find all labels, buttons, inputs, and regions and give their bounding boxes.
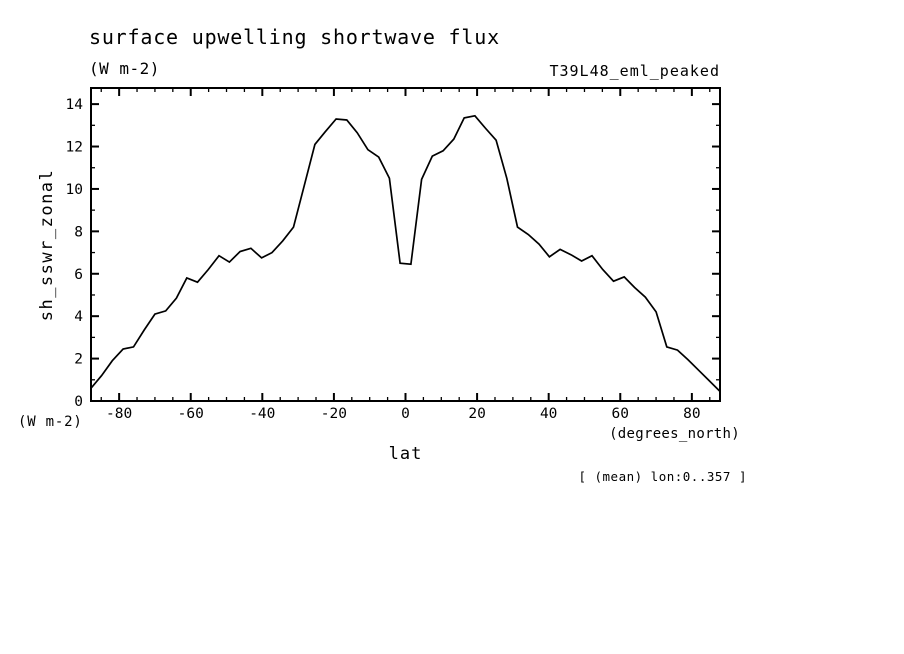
flux-curve xyxy=(90,114,721,393)
x-tick-label: -20 xyxy=(321,406,347,422)
y-tick-label: 0 xyxy=(74,394,83,410)
dataset-label: T39L48_eml_peaked xyxy=(549,62,720,80)
x-tick-label: -80 xyxy=(106,406,132,422)
x-tick-label: -60 xyxy=(178,406,204,422)
x-tick-label: 80 xyxy=(683,406,700,422)
y-tick-label: 8 xyxy=(74,224,83,240)
mean-annotation: [ (mean) lon:0..357 ] xyxy=(578,469,747,484)
x-tick-label: 60 xyxy=(612,406,629,422)
y-tick-label: 14 xyxy=(66,97,84,113)
x-tick-label: 20 xyxy=(468,406,485,422)
y-tick-label: 12 xyxy=(66,140,83,156)
x-tick-label: 0 xyxy=(401,406,410,422)
y-tick-label: 6 xyxy=(74,267,83,283)
chart-units-label: (W m-2) xyxy=(89,59,160,78)
x-tick-label: 40 xyxy=(540,406,557,422)
y-axis-units-label: (W m-2) xyxy=(18,414,83,430)
y-tick-label: 2 xyxy=(74,352,83,368)
y-tick-label: 4 xyxy=(74,309,83,325)
x-axis-units-label: (degrees_north) xyxy=(609,426,740,442)
x-tick-label: -40 xyxy=(249,406,275,422)
chart-title: surface upwelling shortwave flux xyxy=(89,25,500,49)
x-axis-title: lat xyxy=(388,444,423,464)
plot-border xyxy=(90,87,721,402)
y-tick-label: 10 xyxy=(66,182,83,198)
